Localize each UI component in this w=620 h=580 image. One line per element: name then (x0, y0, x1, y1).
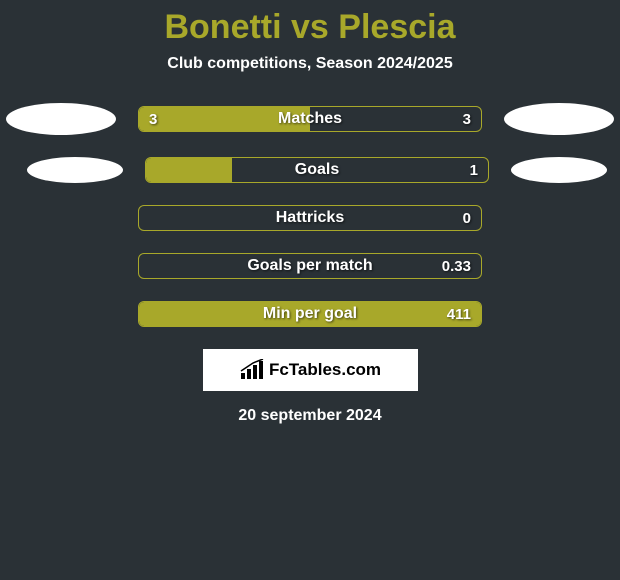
stat-label: Min per goal (139, 302, 481, 326)
date-label: 20 september 2024 (0, 407, 620, 425)
spacer (6, 253, 116, 279)
comparison-infographic: Bonetti vs Plescia Club competitions, Se… (0, 0, 620, 425)
stat-label: Hattricks (139, 206, 481, 230)
stat-bar: 3 Matches 3 (138, 106, 482, 132)
stat-bar: Min per goal 411 (138, 301, 482, 327)
source-logo-text: FcTables.com (269, 360, 381, 380)
player-right-avatar-1 (504, 103, 614, 135)
stat-right-value: 411 (447, 302, 471, 326)
stat-label: Goals (146, 158, 488, 182)
stat-right-value: 3 (463, 107, 471, 131)
stat-right-value: 0.33 (442, 254, 471, 278)
spacer (504, 253, 614, 279)
stat-right-value: 0 (463, 206, 471, 230)
stat-bar: Hattricks 0 (138, 205, 482, 231)
player-left-avatar-2 (27, 157, 123, 183)
stat-row-hattricks: Hattricks 0 (0, 205, 620, 231)
stat-label: Matches (139, 107, 481, 131)
player-left-avatar-1 (6, 103, 116, 135)
stat-bar: Goals per match 0.33 (138, 253, 482, 279)
spacer (6, 205, 116, 231)
spacer (504, 301, 614, 327)
stat-row-min-per-goal: Min per goal 411 (0, 301, 620, 327)
player-right-avatar-2 (511, 157, 607, 183)
chart-icon (239, 359, 265, 381)
spacer (6, 301, 116, 327)
spacer (504, 205, 614, 231)
source-logo: FcTables.com (203, 349, 418, 391)
stat-row-goals: Goals 1 (0, 157, 620, 183)
page-title: Bonetti vs Plescia (0, 8, 620, 47)
stat-bar: Goals 1 (145, 157, 489, 183)
stat-label: Goals per match (139, 254, 481, 278)
stat-right-value: 1 (470, 158, 478, 182)
stat-row-matches: 3 Matches 3 (0, 103, 620, 135)
stat-row-goals-per-match: Goals per match 0.33 (0, 253, 620, 279)
page-subtitle: Club competitions, Season 2024/2025 (0, 55, 620, 73)
